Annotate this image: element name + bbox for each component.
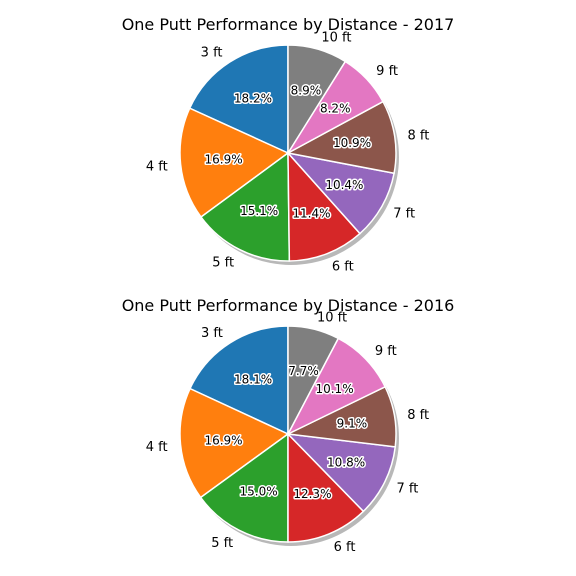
pie-slice-6ft (287, 432, 365, 543)
category-label-5ft: 5 ft (211, 536, 233, 551)
pie-slice-3ft (188, 44, 289, 155)
chart-title-2017: One Putt Performance by Distance - 2017 (122, 15, 455, 34)
pct-label-9ft: 10.1% (315, 382, 353, 396)
category-label-9ft: 9 ft (375, 344, 397, 359)
pie-slice-4ft (179, 107, 290, 219)
category-label-10ft: 10 ft (317, 311, 347, 326)
pct-label-5ft: 15.1% (240, 204, 278, 218)
category-label-4ft: 4 ft (146, 160, 168, 175)
pie-slice-4ft (179, 387, 290, 499)
pct-label-6ft: 12.3% (293, 487, 331, 501)
category-label-6ft: 6 ft (334, 540, 356, 555)
pie-slice-8ft (285, 100, 397, 175)
category-label-8ft: 8 ft (408, 128, 430, 143)
pct-label-3ft: 18.1% (234, 372, 272, 386)
category-label-10ft: 10 ft (321, 31, 351, 46)
category-label-3ft: 3 ft (201, 45, 223, 60)
category-label-7ft: 7 ft (393, 207, 415, 222)
pie-chart-2016: 18.1% 3 ft 16.9% 4 ft 15.0% 5 ft 12.3% 6 ft 10.8… (122, 296, 455, 555)
pct-label-4ft: 16.9% (204, 433, 242, 447)
category-label-8ft: 8 ft (407, 408, 429, 423)
pct-label-6ft: 11.4% (292, 206, 330, 220)
pct-label-9ft: 8.2% (320, 102, 351, 116)
category-label-4ft: 4 ft (146, 440, 168, 455)
pie-chart-2017: 18.2% 3 ft 16.9% 4 ft 15.1% 5 ft 11.4% 6 ft 10.4… (122, 15, 455, 275)
pie-slice-5ft (199, 432, 289, 543)
category-label-3ft: 3 ft (201, 326, 223, 341)
chart-title-2016: One Putt Performance by Distance - 2016 (122, 296, 455, 315)
pie-slice-5ft (199, 151, 291, 262)
pct-label-5ft: 15.0% (240, 485, 278, 499)
pct-label-7ft: 10.4% (325, 178, 363, 192)
pct-label-8ft: 9.1% (337, 416, 368, 430)
pct-label-10ft: 8.9% (291, 84, 322, 98)
pct-label-8ft: 10.9% (333, 136, 371, 150)
category-label-7ft: 7 ft (396, 482, 418, 497)
pct-label-10ft: 7.7% (288, 364, 319, 378)
pie-slice-3ft (188, 325, 289, 436)
pct-label-3ft: 18.2% (234, 92, 272, 106)
pct-label-7ft: 10.8% (327, 456, 365, 470)
pie-slice-7ft (285, 151, 395, 235)
category-label-9ft: 9 ft (376, 64, 398, 79)
pie-slice-7ft (285, 433, 397, 513)
pie-slice-6ft (287, 151, 361, 262)
pie-slice-10ft (287, 44, 347, 156)
pie-slice-10ft (287, 325, 340, 435)
category-label-5ft: 5 ft (212, 255, 234, 270)
category-label-6ft: 6 ft (332, 260, 354, 275)
pct-label-4ft: 16.9% (204, 153, 242, 167)
